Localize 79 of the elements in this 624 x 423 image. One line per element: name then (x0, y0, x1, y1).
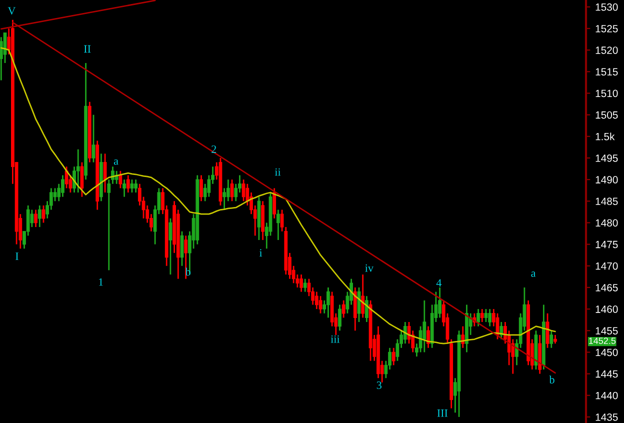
candlestick (134, 178, 138, 194)
y-tick-label: 1505 (596, 111, 618, 119)
annotation: V (8, 7, 16, 15)
annotation: 3 (376, 382, 382, 389)
y-tick-label: 1470 (596, 262, 618, 270)
candlestick (0, 36, 3, 81)
annotation: b (549, 376, 554, 384)
y-tick-label: 1465 (596, 284, 618, 292)
text: 1452.5 (589, 338, 616, 344)
candlestick (130, 178, 134, 194)
candlestick (461, 326, 465, 349)
candlestick (303, 278, 307, 292)
candlestick (484, 308, 488, 323)
candlestick (550, 330, 554, 349)
y-tick-label: 1445 (596, 370, 618, 378)
candlestick (480, 308, 484, 323)
candlestick (438, 286, 442, 318)
y-tick-label: 1490 (596, 176, 618, 184)
candlestick (392, 347, 396, 366)
candlestick (500, 321, 504, 340)
candlestick (426, 326, 430, 349)
candlestick (242, 178, 246, 202)
y-tick-label: 1440 (596, 392, 618, 400)
candlestick (342, 300, 346, 318)
y-tick-label: 1515 (596, 68, 618, 76)
candlestick (64, 166, 68, 189)
candlestick (300, 274, 303, 292)
y-tick-label: 1520 (596, 46, 618, 54)
candlestick (118, 170, 122, 189)
candlestick (276, 209, 280, 241)
y-tick-label: 1485 (596, 198, 618, 206)
annotation: b (185, 268, 190, 276)
candlestick (318, 295, 322, 314)
y-tick-label: 1475 (596, 240, 618, 248)
candlestick (476, 308, 480, 328)
candlestick (222, 187, 226, 210)
candlestick (361, 274, 365, 318)
y-tick-label: 1480 (596, 219, 618, 227)
annotation: 4 (436, 279, 442, 287)
candlestick (364, 295, 368, 323)
annotation: III (437, 410, 448, 417)
candlestick (38, 204, 42, 228)
candlestick (92, 114, 96, 163)
candlestick (53, 187, 57, 202)
candlestick (76, 148, 80, 194)
y-tick-label: 1450 (596, 348, 618, 356)
annotation: ii (274, 168, 281, 176)
candlestick (122, 178, 126, 198)
candlestick (488, 308, 492, 328)
annotation: I (16, 252, 18, 260)
candlestick (272, 187, 276, 220)
candlestick (126, 174, 130, 194)
annotation: iii (330, 335, 340, 343)
annotation: iv (365, 264, 374, 272)
annotation: a (114, 159, 118, 165)
candlestick (168, 218, 172, 276)
y-tick-label: 1530 (596, 3, 618, 11)
y-tick-label: 1435 (596, 413, 618, 421)
y-tick-label: 1510 (596, 90, 618, 98)
candlestick (314, 291, 318, 310)
annotation: i (259, 249, 262, 256)
annotation: II (84, 45, 91, 53)
annotation: a (531, 272, 536, 277)
y-tick-label: 1495 (596, 154, 618, 162)
y-tick-label: 1455 (596, 327, 618, 335)
y-tick-label: 1.5k (596, 132, 615, 140)
candlestick (200, 174, 203, 202)
annotation: 2 (212, 145, 216, 153)
candlestick (34, 209, 38, 228)
candlestick (30, 209, 34, 228)
candlestick (42, 204, 46, 224)
candlestick (61, 174, 64, 198)
candlestick (338, 304, 342, 332)
annotation: 1 (98, 278, 103, 286)
candlestick (326, 286, 330, 318)
y-tick-label: 1460 (596, 306, 618, 313)
candlestick (422, 300, 426, 353)
candlestick (403, 321, 407, 344)
y-tick-label: 1525 (596, 24, 618, 32)
